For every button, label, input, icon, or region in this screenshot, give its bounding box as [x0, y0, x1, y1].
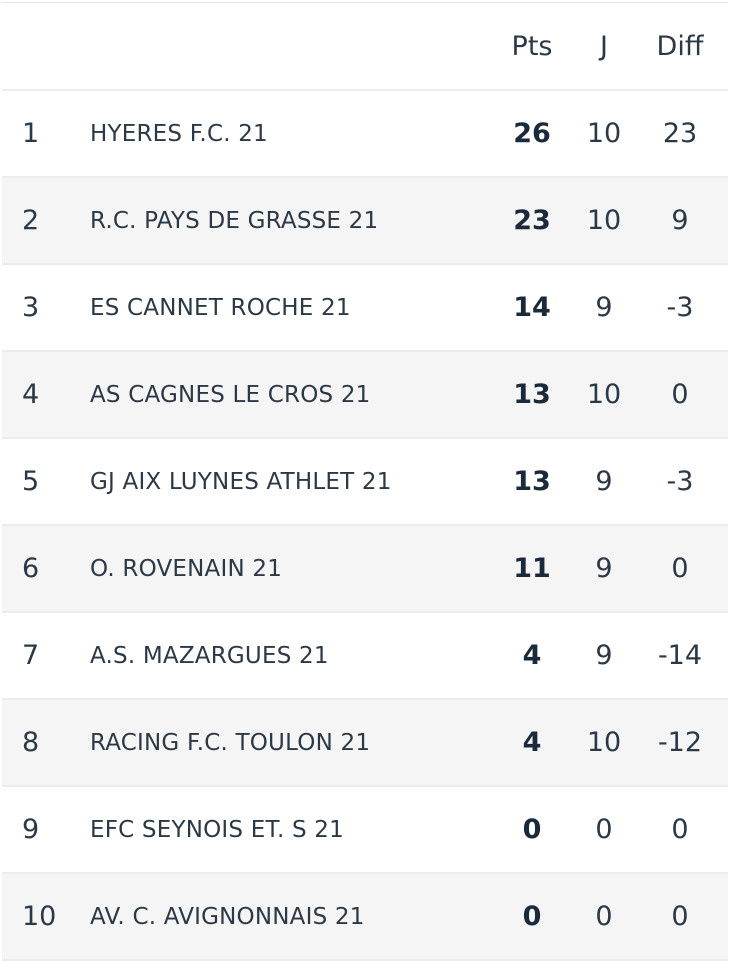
goal-difference-cell: -12	[657, 727, 703, 758]
team-name-cell: GJ AIX LUYNES ATHLET 21	[90, 468, 392, 495]
table-row: 2 R.C. PAYS DE GRASSE 21 23 10 9	[2, 178, 728, 265]
table-row: 4 AS CAGNES LE CROS 21 13 10 0	[2, 352, 728, 439]
table-row: 1 HYERES F.C. 21 26 10 23	[2, 91, 728, 178]
goal-difference-cell: -14	[657, 640, 703, 671]
team-name-cell: RACING F.C. TOULON 21	[90, 729, 371, 756]
table-row: 3 ES CANNET ROCHE 21 14 9 -3	[2, 265, 728, 352]
points-cell: 26	[513, 118, 551, 149]
games-played-cell: 10	[586, 379, 622, 410]
team-name-cell: R.C. PAYS DE GRASSE 21	[90, 207, 379, 234]
team-name-cell: ES CANNET ROCHE 21	[90, 294, 351, 321]
table-row: 7 A.S. MAZARGUES 21 4 9 -14	[2, 613, 728, 700]
games-played-cell: 9	[595, 640, 613, 671]
points-cell: 4	[522, 640, 542, 671]
table-row: 5 GJ AIX LUYNES ATHLET 21 13 9 -3	[2, 439, 728, 526]
points-cell: 11	[513, 553, 551, 584]
goal-difference-cell: 9	[671, 205, 689, 236]
team-name-cell: AS CAGNES LE CROS 21	[90, 381, 371, 408]
games-played-cell: 10	[586, 727, 622, 758]
rank-cell: 4	[22, 379, 40, 410]
rank-cell: 6	[22, 553, 40, 584]
goal-difference-cell: 0	[671, 814, 689, 845]
points-cell: 13	[513, 466, 551, 497]
games-played-cell: 9	[595, 466, 613, 497]
table-row: 10 AV. C. AVIGNONNAIS 21 0 0 0	[2, 874, 728, 961]
games-played-cell: 9	[595, 553, 613, 584]
column-header-j: J	[600, 30, 608, 62]
table-header: Pts J Diff	[2, 3, 728, 91]
rank-cell: 2	[22, 205, 40, 236]
team-name-cell: A.S. MAZARGUES 21	[90, 642, 329, 669]
rank-cell: 7	[22, 640, 40, 671]
rank-cell: 1	[22, 118, 40, 149]
goal-difference-cell: 23	[662, 118, 698, 149]
points-cell: 13	[513, 379, 551, 410]
points-cell: 23	[513, 205, 551, 236]
team-name-cell: AV. C. AVIGNONNAIS 21	[90, 903, 365, 930]
rank-cell: 3	[22, 292, 40, 323]
points-cell: 4	[522, 727, 542, 758]
games-played-cell: 10	[586, 205, 622, 236]
games-played-cell: 0	[595, 901, 613, 932]
points-cell: 0	[522, 814, 542, 845]
rank-cell: 9	[22, 814, 40, 845]
games-played-cell: 9	[595, 292, 613, 323]
goal-difference-cell: 0	[671, 553, 689, 584]
column-header-diff: Diff	[656, 30, 704, 62]
goal-difference-cell: 0	[671, 379, 689, 410]
goal-difference-cell: 0	[671, 901, 689, 932]
team-name-cell: O. ROVENAIN 21	[90, 555, 283, 582]
points-cell: 0	[522, 901, 542, 932]
table-row: 6 O. ROVENAIN 21 11 9 0	[2, 526, 728, 613]
games-played-cell: 10	[586, 118, 622, 149]
rank-cell: 8	[22, 727, 40, 758]
rank-cell: 10	[22, 901, 57, 932]
goal-difference-cell: -3	[666, 466, 694, 497]
goal-difference-cell: -3	[666, 292, 694, 323]
table-row: 8 RACING F.C. TOULON 21 4 10 -12	[2, 700, 728, 787]
table-row: 9 EFC SEYNOIS ET. S 21 0 0 0	[2, 787, 728, 874]
rank-cell: 5	[22, 466, 40, 497]
team-name-cell: HYERES F.C. 21	[90, 120, 268, 147]
team-name-cell: EFC SEYNOIS ET. S 21	[90, 816, 344, 843]
games-played-cell: 0	[595, 814, 613, 845]
points-cell: 14	[513, 292, 551, 323]
column-header-pts: Pts	[511, 30, 553, 62]
